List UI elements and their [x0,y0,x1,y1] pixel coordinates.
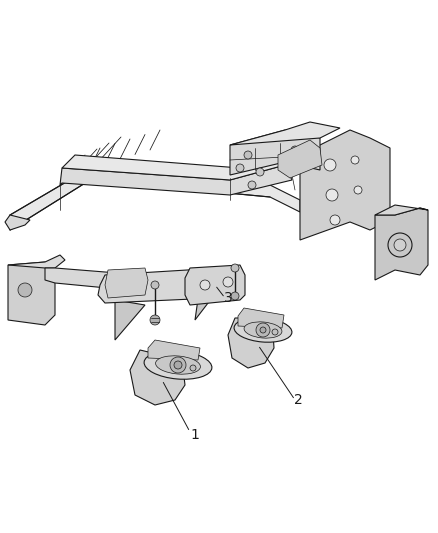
Polygon shape [10,168,300,230]
Circle shape [330,215,340,225]
Circle shape [18,283,32,297]
Circle shape [174,361,182,369]
Polygon shape [238,308,284,328]
Polygon shape [8,262,55,325]
Ellipse shape [144,351,212,379]
Text: 2: 2 [293,393,302,407]
Polygon shape [278,140,322,178]
Circle shape [260,327,266,333]
Polygon shape [8,255,65,268]
Polygon shape [195,285,218,320]
Circle shape [200,280,210,290]
Circle shape [272,329,278,335]
Circle shape [223,277,233,287]
Circle shape [256,168,264,176]
Circle shape [326,189,338,201]
Polygon shape [375,208,428,280]
Circle shape [231,292,239,300]
Polygon shape [45,268,190,295]
Circle shape [151,281,159,289]
Circle shape [170,357,186,373]
Ellipse shape [155,356,201,374]
Circle shape [244,151,252,159]
Circle shape [236,164,244,172]
Circle shape [291,146,299,154]
Polygon shape [98,268,230,303]
Text: 3: 3 [224,291,233,305]
Circle shape [248,181,256,189]
Polygon shape [130,350,185,405]
Circle shape [150,315,160,325]
Polygon shape [228,318,274,368]
Polygon shape [105,268,148,298]
Polygon shape [62,155,295,180]
Polygon shape [230,130,320,175]
Polygon shape [300,130,390,240]
Ellipse shape [234,318,292,342]
Text: 1: 1 [191,428,199,442]
Circle shape [231,264,239,272]
Polygon shape [115,300,145,340]
Polygon shape [60,165,292,195]
Polygon shape [230,122,340,145]
Ellipse shape [244,322,282,338]
Circle shape [394,239,406,251]
Circle shape [190,365,196,371]
Circle shape [354,186,362,194]
Polygon shape [148,340,200,360]
Polygon shape [375,205,428,215]
Polygon shape [185,265,245,305]
Circle shape [351,156,359,164]
Circle shape [324,159,336,171]
Circle shape [256,323,270,337]
Polygon shape [5,215,30,230]
